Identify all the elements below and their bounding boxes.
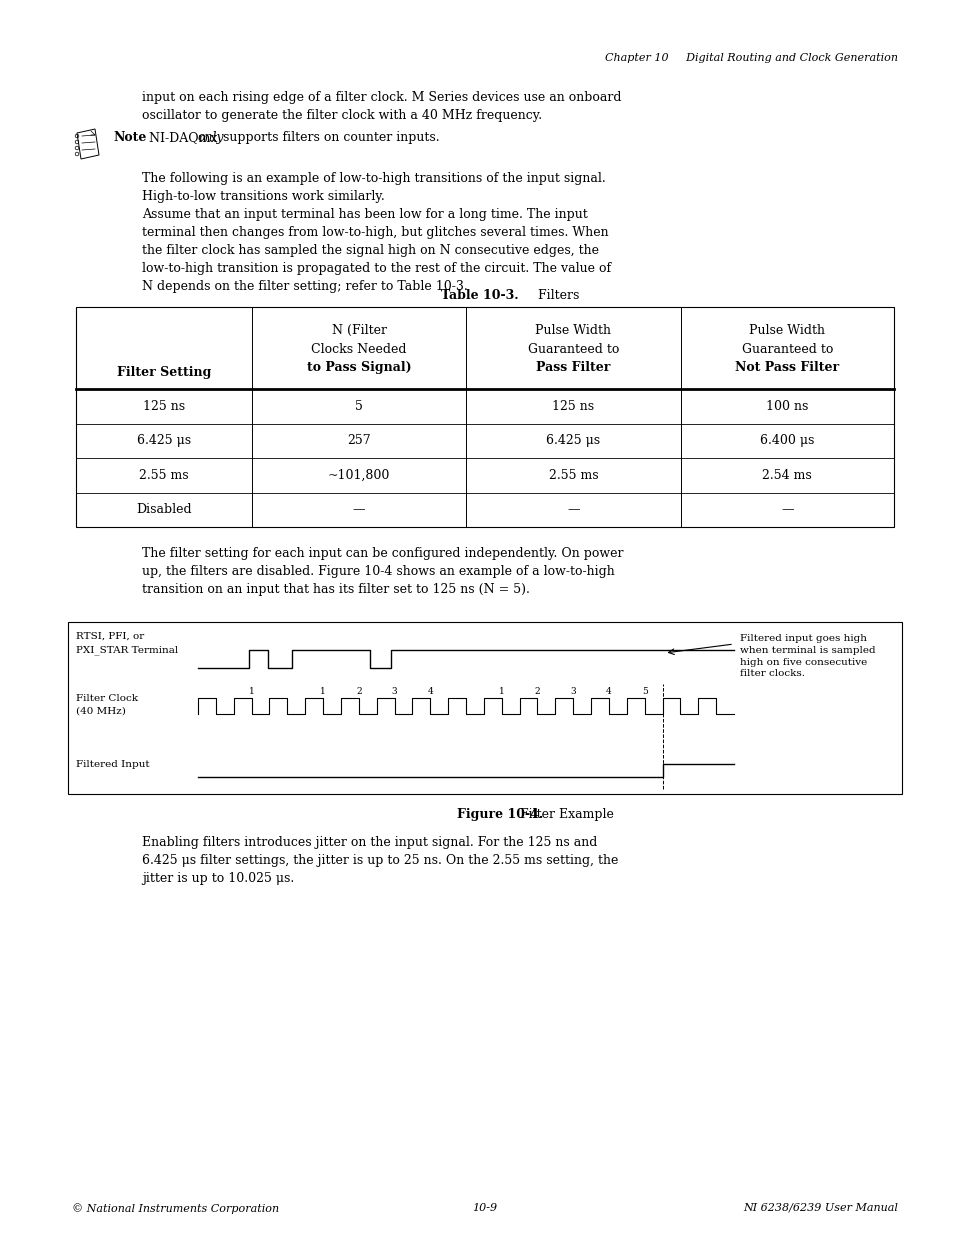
Text: 2.55 ms: 2.55 ms <box>139 469 189 482</box>
Text: 1: 1 <box>320 687 326 695</box>
Text: Note: Note <box>112 131 146 144</box>
Text: 5: 5 <box>355 400 362 412</box>
Text: 5: 5 <box>641 687 647 695</box>
Text: 2: 2 <box>355 687 361 695</box>
Bar <box>68 622 901 794</box>
Text: Filter Setting: Filter Setting <box>116 366 211 379</box>
Text: NI 6238/6239 User Manual: NI 6238/6239 User Manual <box>742 1203 897 1213</box>
Text: NI-DAQmx: NI-DAQmx <box>146 131 222 144</box>
Text: PXI_STAR Terminal: PXI_STAR Terminal <box>76 645 178 655</box>
Text: to Pass Signal): to Pass Signal) <box>307 362 411 374</box>
Text: Filtered input goes high
when terminal is sampled
high on five consecutive
filte: Filtered input goes high when terminal i… <box>740 634 875 678</box>
Text: Clocks Needed: Clocks Needed <box>311 343 406 356</box>
Text: Filters: Filters <box>530 289 578 303</box>
Text: Filter Example: Filter Example <box>512 808 613 821</box>
Text: supports filters on counter inputs.: supports filters on counter inputs. <box>219 131 439 144</box>
Text: ~101,800: ~101,800 <box>328 469 390 482</box>
Text: 100 ns: 100 ns <box>765 400 807 412</box>
Text: 1: 1 <box>498 687 504 695</box>
Text: © National Instruments Corporation: © National Instruments Corporation <box>71 1203 279 1214</box>
Text: —: — <box>566 503 579 516</box>
Text: 4: 4 <box>605 687 611 695</box>
Text: —: — <box>781 503 793 516</box>
Polygon shape <box>77 128 99 159</box>
Text: (40 MHz): (40 MHz) <box>76 706 126 716</box>
Text: Disabled: Disabled <box>136 503 192 516</box>
Text: Pulse Width: Pulse Width <box>535 325 611 337</box>
Text: 3: 3 <box>392 687 397 695</box>
Text: 10-9: 10-9 <box>472 1203 497 1213</box>
Text: The following is an example of low-to-high transitions of the input signal.
High: The following is an example of low-to-hi… <box>142 172 605 203</box>
Text: Not Pass Filter: Not Pass Filter <box>735 362 839 374</box>
Bar <box>76 308 893 527</box>
Text: Figure 10-4.: Figure 10-4. <box>456 808 542 821</box>
Text: 2.54 ms: 2.54 ms <box>761 469 811 482</box>
Text: Filter Clock: Filter Clock <box>76 694 138 703</box>
Text: 4: 4 <box>427 687 433 695</box>
Text: Pulse Width: Pulse Width <box>748 325 824 337</box>
Text: 125 ns: 125 ns <box>552 400 594 412</box>
Text: N (Filter: N (Filter <box>332 325 386 337</box>
Text: Enabling filters introduces jitter on the input signal. For the 125 ns and
6.425: Enabling filters introduces jitter on th… <box>142 836 618 885</box>
Text: only: only <box>197 131 224 144</box>
Text: 6.425 μs: 6.425 μs <box>546 435 599 447</box>
Text: —: — <box>353 503 365 516</box>
Text: input on each rising edge of a filter clock. M Series devices use an onboard
osc: input on each rising edge of a filter cl… <box>142 91 620 122</box>
Text: The filter setting for each input can be configured independently. On power
up, : The filter setting for each input can be… <box>142 547 623 597</box>
Text: 6.425 μs: 6.425 μs <box>136 435 191 447</box>
Text: 257: 257 <box>347 435 371 447</box>
Text: RTSI, PFI, or: RTSI, PFI, or <box>76 632 144 641</box>
Text: Table 10-3.: Table 10-3. <box>440 289 518 303</box>
Text: Assume that an input terminal has been low for a long time. The input
terminal t: Assume that an input terminal has been l… <box>142 207 611 293</box>
Text: Chapter 10     Digital Routing and Clock Generation: Chapter 10 Digital Routing and Clock Gen… <box>604 53 897 63</box>
Text: 3: 3 <box>570 687 576 695</box>
Text: 1: 1 <box>249 687 254 695</box>
Text: 125 ns: 125 ns <box>143 400 185 412</box>
Text: 2: 2 <box>534 687 539 695</box>
Text: 2.55 ms: 2.55 ms <box>548 469 598 482</box>
Text: Guaranteed to: Guaranteed to <box>740 343 832 356</box>
Text: Guaranteed to: Guaranteed to <box>527 343 618 356</box>
Text: 6.400 μs: 6.400 μs <box>760 435 814 447</box>
Text: Pass Filter: Pass Filter <box>536 362 610 374</box>
Text: Filtered Input: Filtered Input <box>76 760 150 769</box>
